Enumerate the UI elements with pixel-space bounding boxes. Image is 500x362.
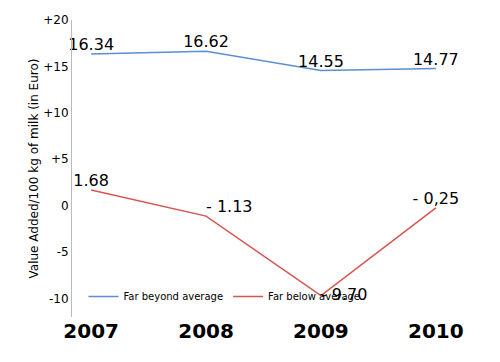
svg-text:14.55: 14.55 xyxy=(298,52,344,71)
svg-text:Far beyond average: Far beyond average xyxy=(123,291,223,302)
svg-text:Value Added/100 kg of milk (in: Value Added/100 kg of milk (in Euro) xyxy=(27,59,41,279)
svg-text:2007: 2007 xyxy=(63,319,119,343)
svg-text:+5: +5 xyxy=(51,152,69,166)
svg-text:14.77: 14.77 xyxy=(413,50,459,69)
svg-text:Far below average: Far below average xyxy=(268,291,360,302)
svg-text:+10: +10 xyxy=(43,106,68,120)
svg-text:2009: 2009 xyxy=(293,319,349,343)
svg-text:+15: +15 xyxy=(43,60,68,74)
svg-text:- 1.13: - 1.13 xyxy=(206,197,252,216)
svg-text:- 0,25: - 0,25 xyxy=(413,189,459,208)
svg-text:16.34: 16.34 xyxy=(68,35,114,54)
svg-text:0: 0 xyxy=(61,199,69,213)
svg-text:-10: -10 xyxy=(49,292,69,306)
svg-text:+20: +20 xyxy=(43,13,68,27)
svg-text:-5: -5 xyxy=(57,245,69,259)
svg-text:16.62: 16.62 xyxy=(183,32,229,51)
svg-text:2008: 2008 xyxy=(178,319,234,343)
svg-text:1.68: 1.68 xyxy=(73,171,109,190)
svg-text:2010: 2010 xyxy=(408,319,464,343)
